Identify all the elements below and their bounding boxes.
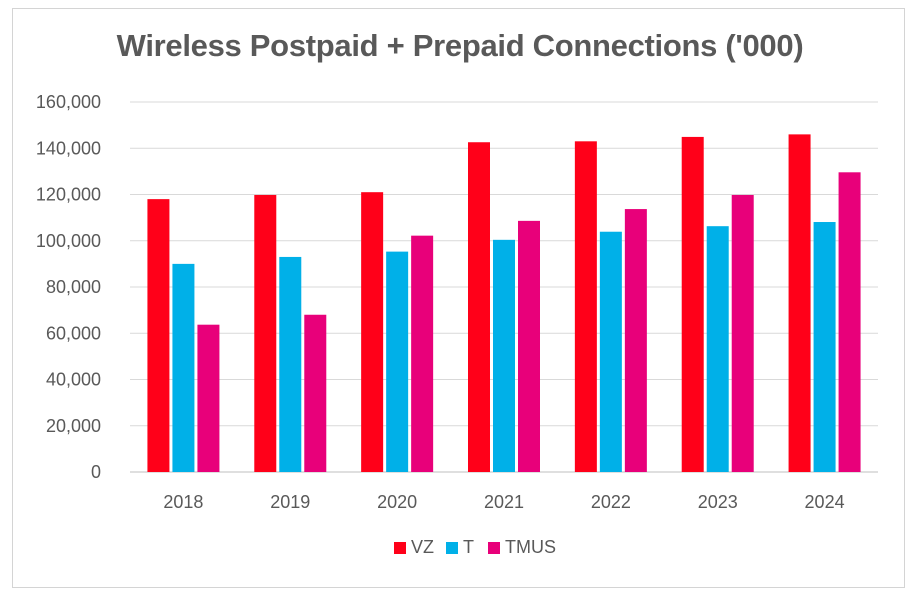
x-tick-label: 2018 xyxy=(163,492,203,512)
x-tick-label: 2020 xyxy=(377,492,417,512)
chart-title: Wireless Postpaid + Prepaid Connections … xyxy=(116,28,804,63)
bar-tmus-2023 xyxy=(731,194,754,472)
x-tick-label: 2023 xyxy=(698,492,738,512)
bar-t-2023 xyxy=(706,226,729,472)
bar-vz-2019 xyxy=(254,194,277,472)
legend-swatch-tmus xyxy=(488,542,500,554)
y-tick-label: 0 xyxy=(91,462,101,482)
bar-t-2019 xyxy=(279,256,302,472)
x-axis-ticks: 2018 2019 2020 2021 2022 2023 2024 xyxy=(163,492,844,512)
x-tick-label: 2022 xyxy=(591,492,631,512)
y-tick-label: 160,000 xyxy=(36,92,101,112)
legend-label-vz: VZ xyxy=(411,537,434,557)
bar-t-2018 xyxy=(172,263,195,472)
bar-t-2024 xyxy=(813,222,836,472)
bar-t-2020 xyxy=(386,251,409,472)
bars xyxy=(147,134,861,473)
bar-tmus-2018 xyxy=(197,324,220,472)
legend-swatch-vz xyxy=(394,542,406,554)
bar-vz-2024 xyxy=(788,134,811,472)
bar-tmus-2024 xyxy=(838,172,861,473)
y-tick-label: 100,000 xyxy=(36,231,101,251)
bar-vz-2022 xyxy=(574,141,597,472)
legend: VZ T TMUS xyxy=(394,537,556,557)
y-tick-label: 40,000 xyxy=(46,370,101,390)
y-tick-label: 60,000 xyxy=(46,323,101,343)
bar-vz-2023 xyxy=(681,136,704,472)
bar-tmus-2022 xyxy=(624,209,647,472)
legend-label-tmus: TMUS xyxy=(505,537,556,557)
x-tick-label: 2019 xyxy=(270,492,310,512)
bar-t-2022 xyxy=(599,231,622,472)
bar-vz-2018 xyxy=(147,199,170,472)
bar-tmus-2021 xyxy=(518,220,540,472)
bar-tmus-2020 xyxy=(411,235,434,472)
legend-label-t: T xyxy=(463,537,474,557)
y-tick-label: 80,000 xyxy=(46,277,101,297)
y-tick-label: 120,000 xyxy=(36,185,101,205)
legend-swatch-t xyxy=(446,542,458,554)
x-tick-label: 2021 xyxy=(484,492,524,512)
bar-tmus-2019 xyxy=(304,314,327,472)
y-axis-ticks: 0 20,000 40,000 60,000 80,000 100,000 120,000 1… xyxy=(36,92,101,482)
y-tick-label: 140,000 xyxy=(36,138,101,158)
x-tick-label: 2024 xyxy=(805,492,845,512)
bar-vz-2021 xyxy=(468,142,490,473)
bar-t-2021 xyxy=(493,239,515,472)
y-tick-label: 20,000 xyxy=(46,416,101,436)
bar-vz-2020 xyxy=(361,192,384,472)
